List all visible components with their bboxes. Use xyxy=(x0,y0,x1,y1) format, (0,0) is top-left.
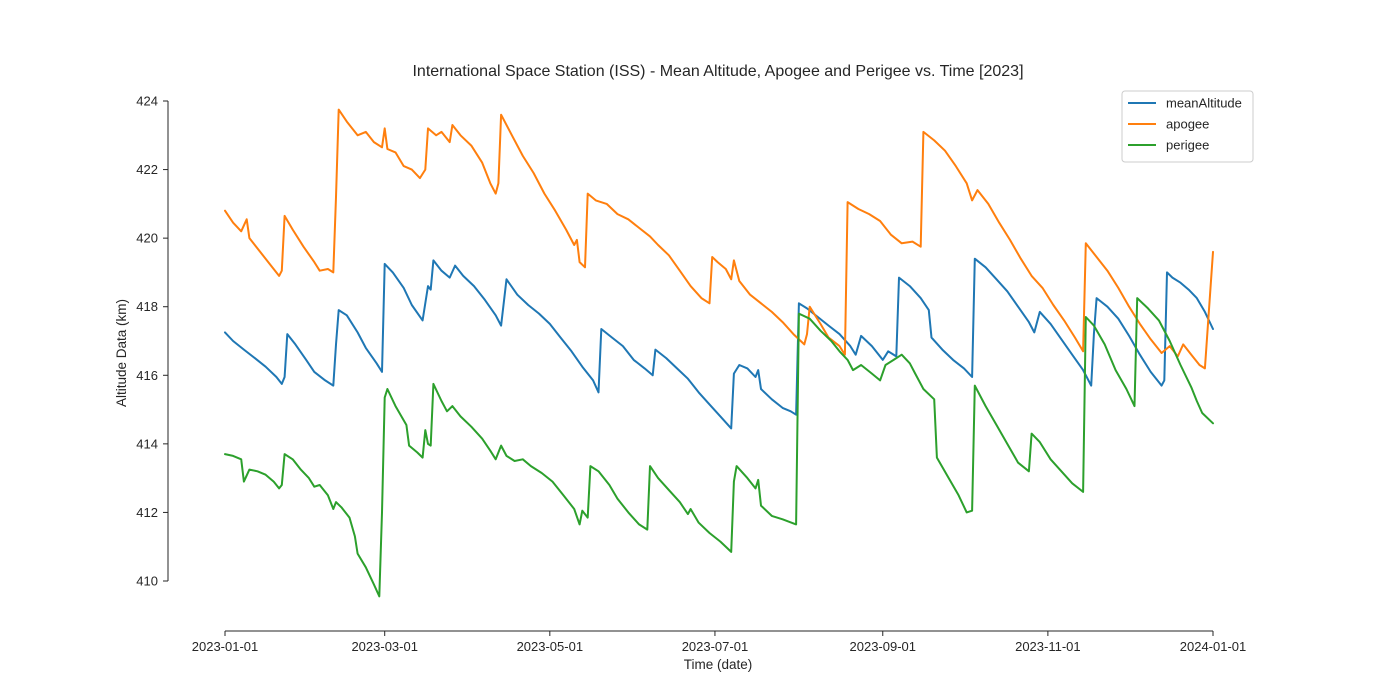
series-line-perigee xyxy=(224,297,1214,598)
y-tick-label: 412 xyxy=(136,505,158,520)
legend: meanAltitude apogee perigee xyxy=(1121,90,1254,163)
x-tick-label: 2024-01-01 xyxy=(1180,639,1247,654)
chart-title: International Space Station (ISS) - Mean… xyxy=(412,63,1023,80)
y-tick-label: 422 xyxy=(136,162,158,177)
legend-label-meanAltitude: meanAltitude xyxy=(1166,96,1242,111)
x-tick-label: 2023-03-01 xyxy=(351,639,418,654)
y-tick-label: 418 xyxy=(136,299,158,314)
x-tick-label: 2023-11-01 xyxy=(1015,639,1081,654)
y-tick-label: 424 xyxy=(136,94,158,109)
y-tick-label: 420 xyxy=(136,231,158,246)
series-layer xyxy=(224,108,1214,598)
x-tick-label: 2023-05-01 xyxy=(517,639,584,654)
y-tick-label: 416 xyxy=(136,368,158,383)
y-axis-title: Altitude Data (km) xyxy=(114,299,129,407)
axes: 410 412 414 416 418 420 422 424 2023-01-01 2023-0… xyxy=(136,94,1246,655)
series-line-apogee xyxy=(224,108,1214,370)
x-tick-label: 2023-07-01 xyxy=(682,639,749,654)
x-axis-title: Time (date) xyxy=(684,657,753,672)
x-tick-label: 2023-01-01 xyxy=(192,639,259,654)
x-tick-label: 2023-09-01 xyxy=(850,639,917,654)
legend-label-apogee: apogee xyxy=(1166,117,1209,132)
legend-label-perigee: perigee xyxy=(1166,138,1209,153)
y-tick-label: 414 xyxy=(136,436,158,451)
series-line-meanAltitude xyxy=(224,257,1214,430)
y-tick-label: 410 xyxy=(136,574,158,589)
